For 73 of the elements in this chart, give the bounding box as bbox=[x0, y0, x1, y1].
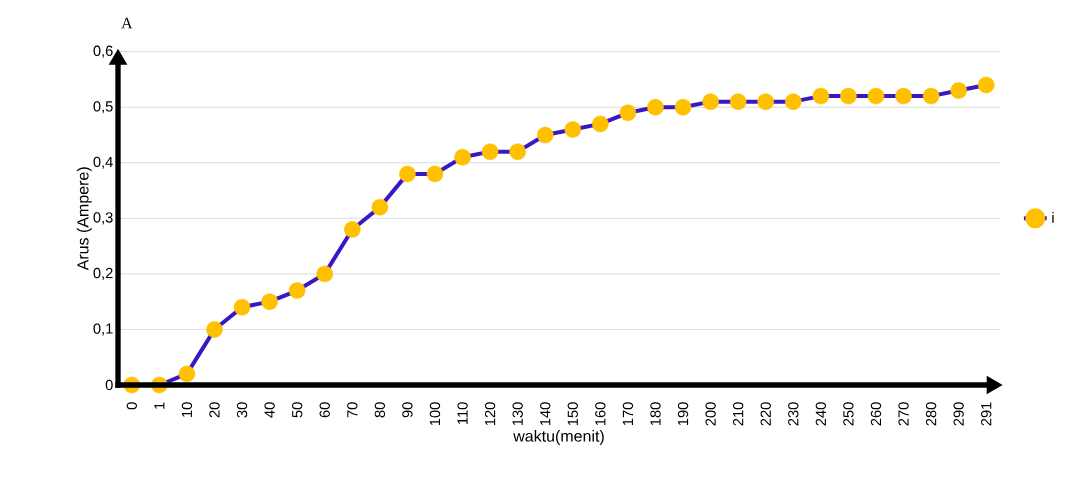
x-tick-label: 50 bbox=[291, 402, 303, 418]
y-axis-title: Arus (Ampere) bbox=[76, 167, 92, 271]
x-tick-label: 150 bbox=[567, 402, 578, 426]
point bbox=[178, 365, 196, 383]
point bbox=[950, 82, 967, 99]
point bbox=[344, 221, 361, 238]
x-tick-label: 90 bbox=[402, 402, 413, 418]
point bbox=[619, 104, 637, 122]
point bbox=[316, 265, 333, 283]
y-tick-label: 0 bbox=[105, 379, 113, 391]
point bbox=[867, 87, 885, 105]
x-tick-label: 60 bbox=[319, 402, 330, 418]
point bbox=[729, 93, 747, 110]
x-axis-title: waktu(menit) bbox=[513, 430, 604, 445]
point bbox=[206, 321, 223, 338]
point bbox=[702, 93, 719, 110]
legend-label: i bbox=[1052, 212, 1054, 223]
y-tick-label: 0,5 bbox=[93, 101, 113, 114]
x-tick-label: 280 bbox=[925, 402, 937, 426]
point bbox=[288, 282, 306, 299]
point bbox=[454, 148, 471, 166]
point bbox=[481, 143, 499, 160]
x-tick-label: 290 bbox=[953, 402, 964, 426]
x-tick-label: 160 bbox=[595, 402, 606, 426]
point bbox=[509, 143, 526, 160]
point bbox=[757, 93, 774, 110]
x-tick-label: 220 bbox=[760, 402, 771, 426]
point bbox=[399, 165, 416, 183]
point bbox=[564, 121, 582, 138]
x-tick-label: 260 bbox=[870, 402, 882, 426]
x-tick-label: 270 bbox=[898, 402, 909, 426]
x-tick-label: 120 bbox=[484, 402, 496, 426]
y-tick-label: 0,1 bbox=[93, 323, 113, 336]
point bbox=[647, 98, 664, 116]
x-tick-label: 190 bbox=[677, 402, 689, 426]
x-tick-label: 110 bbox=[457, 402, 468, 424]
x-tick-label: 1 bbox=[154, 402, 165, 409]
point bbox=[371, 198, 389, 216]
x-tick-label: 240 bbox=[815, 402, 827, 426]
point bbox=[977, 76, 995, 94]
x-tick-label: 230 bbox=[788, 402, 799, 426]
point bbox=[426, 165, 444, 183]
point bbox=[536, 126, 554, 144]
point bbox=[233, 298, 251, 316]
point bbox=[895, 87, 912, 105]
x-tick-label: 140 bbox=[540, 402, 551, 426]
y-tick-label: 0,6 bbox=[93, 45, 113, 58]
point bbox=[261, 293, 278, 310]
x-tick-label: 0 bbox=[126, 402, 137, 410]
y-tick-label: 0,3 bbox=[93, 212, 113, 225]
x-tick-label: 200 bbox=[705, 402, 716, 426]
x-tick-label: 20 bbox=[209, 402, 220, 418]
x-tick-label: 40 bbox=[264, 402, 275, 418]
x-tick-label: 130 bbox=[512, 402, 523, 426]
x-tick-label: 210 bbox=[732, 402, 744, 426]
point bbox=[812, 87, 830, 105]
x-tick-label: 80 bbox=[374, 402, 386, 418]
text: A bbox=[121, 17, 133, 29]
x-tick-label: 180 bbox=[650, 402, 661, 426]
x-tick-label: 30 bbox=[236, 402, 248, 418]
x-tick-label: 250 bbox=[843, 402, 854, 426]
x-tick-label: 291 bbox=[981, 402, 992, 426]
y-tick-label: 0,4 bbox=[93, 156, 113, 169]
x-tick-label: 70 bbox=[347, 402, 358, 418]
point bbox=[592, 115, 609, 133]
x-tick-label: 170 bbox=[622, 402, 634, 426]
point bbox=[674, 98, 692, 116]
y-tick-label: 0,2 bbox=[93, 267, 113, 280]
point bbox=[922, 87, 940, 105]
x-tick-label: 100 bbox=[429, 402, 441, 426]
point bbox=[840, 87, 857, 105]
x-tick-label: 10 bbox=[181, 402, 193, 417]
point bbox=[785, 93, 802, 110]
